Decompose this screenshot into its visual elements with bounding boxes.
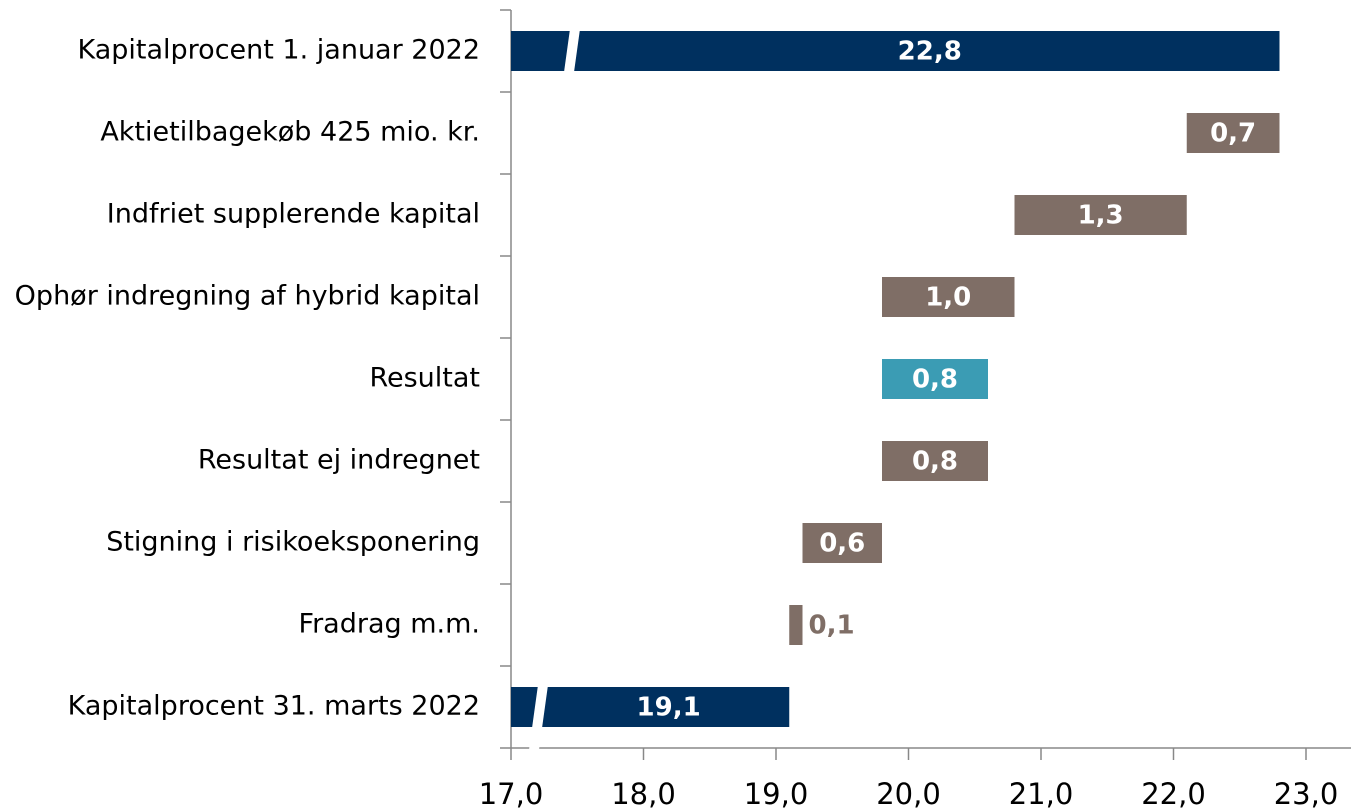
value-label: 0,8 <box>912 447 958 477</box>
category-label: Resultat <box>369 363 480 394</box>
x-tick-label: 20,0 <box>876 777 941 811</box>
x-tick-label: 19,0 <box>744 777 809 811</box>
axis-break <box>560 29 580 101</box>
value-label: 0,1 <box>809 611 855 641</box>
bar <box>511 687 790 727</box>
value-label: 0,7 <box>1210 119 1256 149</box>
axis-break <box>528 685 548 757</box>
bar <box>1014 195 1187 235</box>
x-tick-label: 23,0 <box>1274 777 1339 811</box>
value-label: 22,8 <box>898 37 962 67</box>
bar <box>882 359 988 399</box>
x-tick-label: 18,0 <box>611 777 676 811</box>
bar <box>882 441 988 481</box>
x-tick-label: 21,0 <box>1009 777 1074 811</box>
category-label: Fradrag m.m. <box>299 609 481 640</box>
category-label: Kapitalprocent 1. januar 2022 <box>77 35 480 66</box>
category-label: Aktietilbagekøb 425 mio. kr. <box>100 117 480 148</box>
value-label: 1,3 <box>1078 201 1124 231</box>
category-label: Ophør indregning af hybrid kapital <box>15 281 480 312</box>
x-tick-label: 22,0 <box>1141 777 1206 811</box>
value-label: 1,0 <box>925 283 971 313</box>
value-label: 19,1 <box>637 693 701 723</box>
category-label: Indfriet supplerende kapital <box>107 199 480 230</box>
bar <box>802 523 882 563</box>
category-label: Stigning i risikoeksponering <box>106 527 480 558</box>
category-label: Resultat ej indregnet <box>198 445 480 476</box>
bar <box>1186 113 1280 153</box>
value-label: 0,8 <box>912 365 958 395</box>
bar <box>511 31 1280 71</box>
category-label: Kapitalprocent 31. marts 2022 <box>68 691 480 722</box>
bar <box>789 605 803 645</box>
x-tick-label: 17,0 <box>479 777 544 811</box>
value-label: 0,6 <box>819 529 865 559</box>
bar <box>882 277 1015 317</box>
